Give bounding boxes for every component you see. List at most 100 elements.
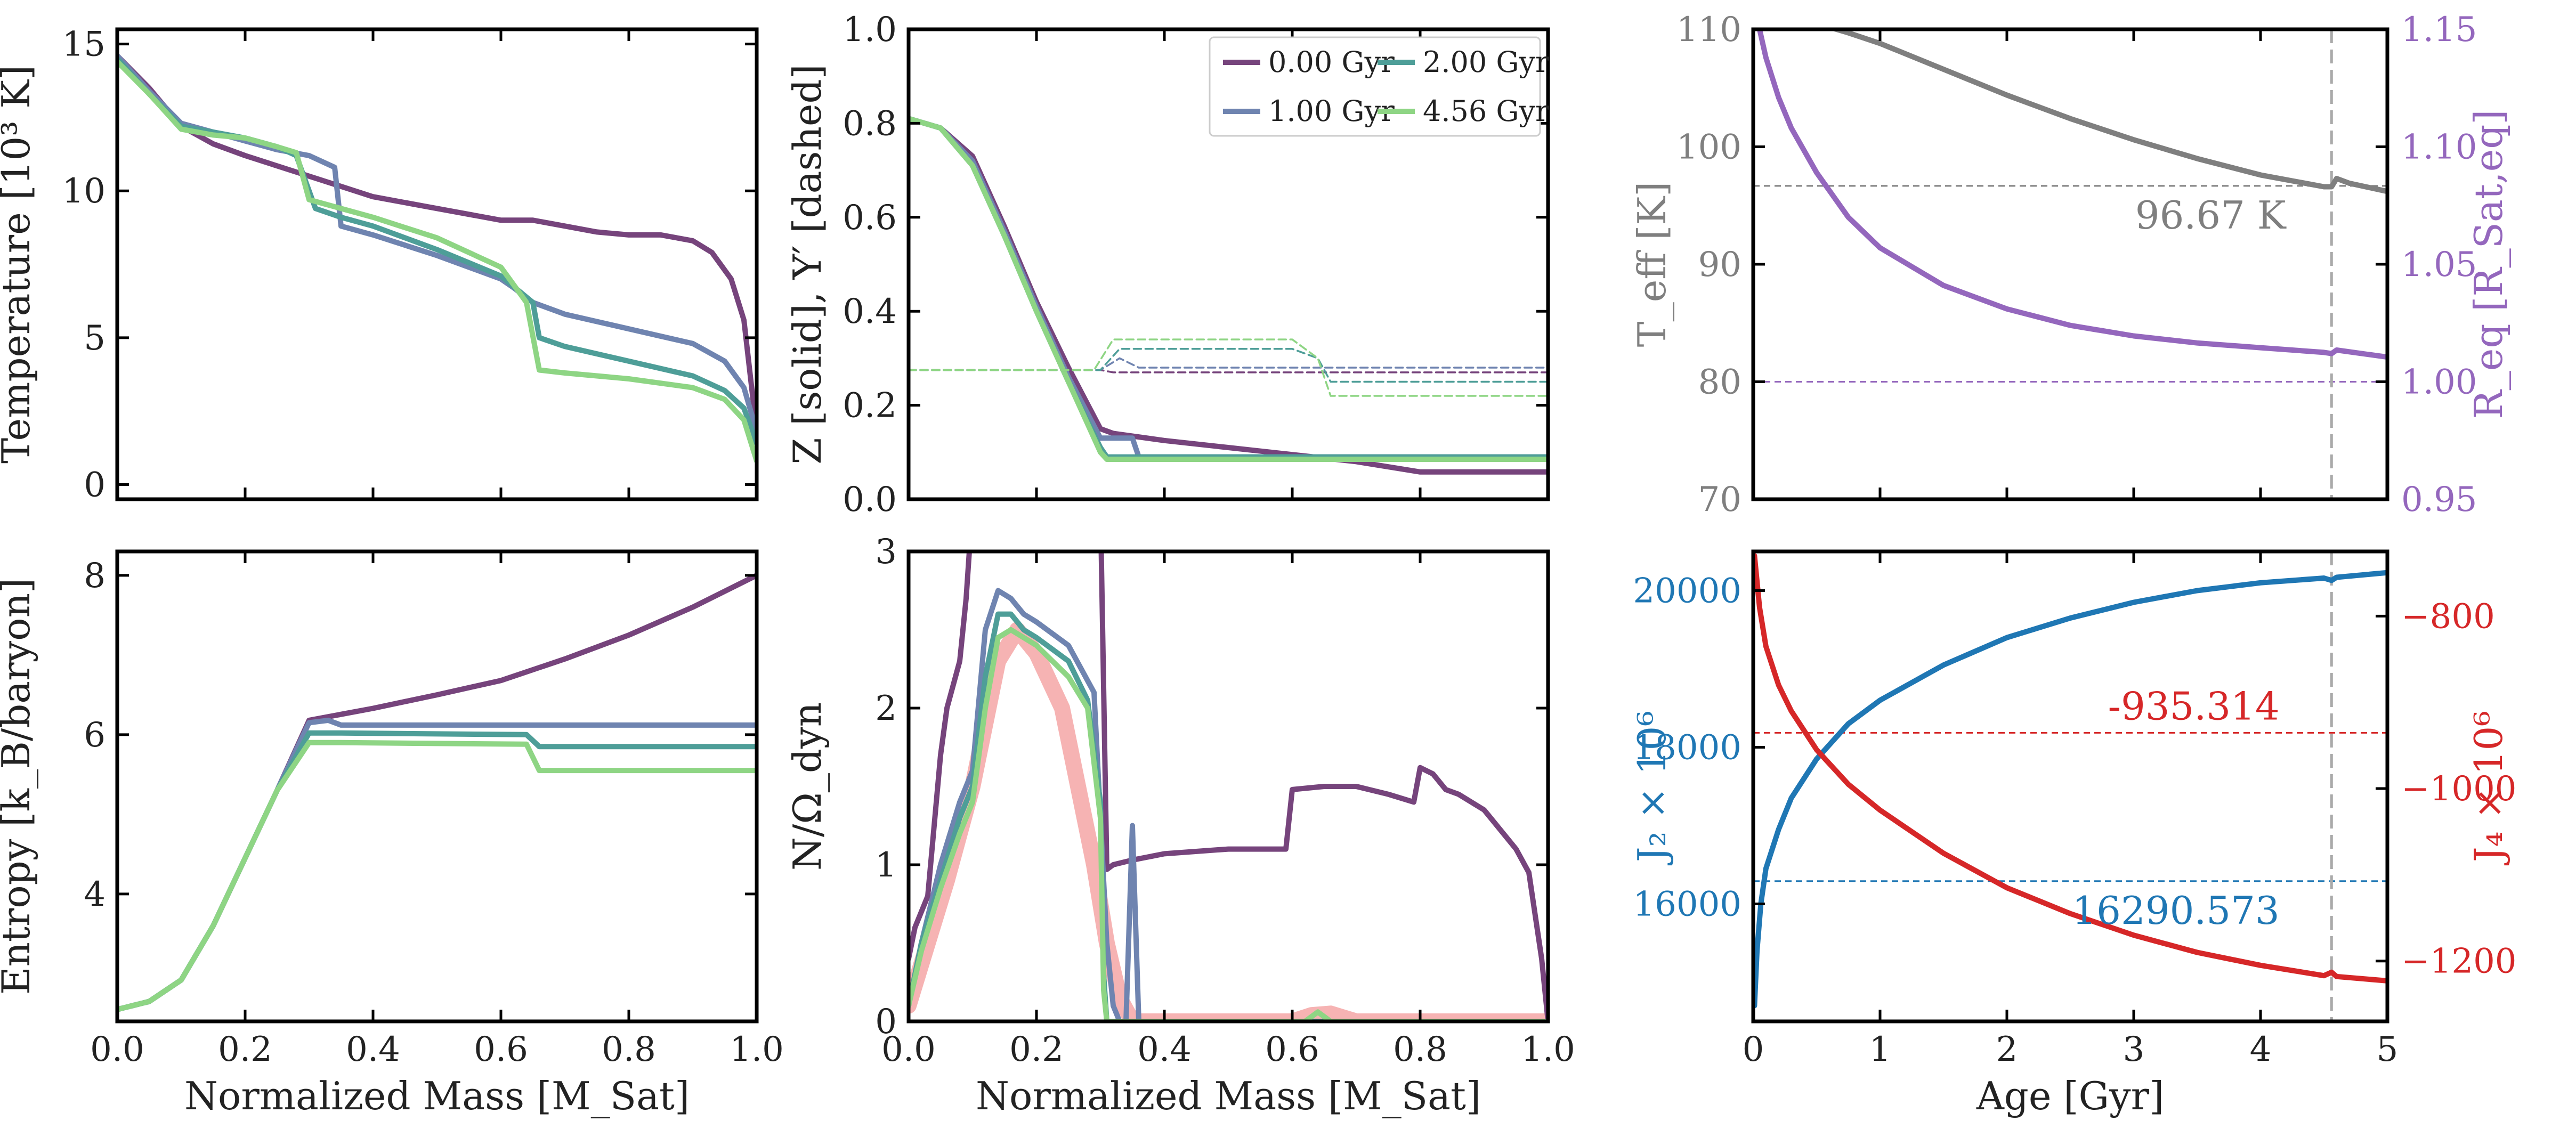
y-tick-label-right: 1.05	[2401, 245, 2477, 285]
y-tick-label: 90	[1698, 245, 1741, 285]
series-group	[117, 572, 757, 1012]
y-tick-label: 0	[875, 1002, 897, 1042]
x-tick-label: 0.4	[1137, 1030, 1192, 1069]
y-tick-label: 6	[84, 716, 106, 755]
series-group	[117, 53, 757, 464]
series-line-4-56-gyr	[117, 740, 757, 1012]
y-tick-label-right: 0.95	[2401, 480, 2477, 519]
y-tick-label-right: 1.00	[2401, 363, 2477, 402]
y-tick-label-right: 1.15	[2401, 10, 2477, 50]
x-tick-label: 0	[1743, 1030, 1764, 1069]
y-tick-label-right: −1000	[2401, 769, 2517, 809]
legend-label: 2.00 Gyr	[1423, 45, 1549, 79]
y-tick-label: 5	[84, 319, 106, 358]
series-line-2-00-gyr	[909, 116, 1548, 460]
x-tick-label: 0.6	[474, 1030, 528, 1069]
series-line-0-00-gyr	[117, 53, 757, 435]
axes-frame	[906, 27, 1550, 501]
series-line-4-56-gyr	[909, 627, 1548, 1021]
axes-frame	[115, 27, 759, 501]
series-line-t-eff	[1827, 29, 2387, 194]
series-line-1-00-gyr	[117, 53, 757, 435]
panel-gravity_moments: 0 1 2 3 4 5 16000 18000 20000 −800 −1000 −1200 Age […	[1630, 549, 2517, 1118]
y-tick-label: 8	[84, 556, 106, 596]
axes-frame	[1751, 27, 2389, 501]
series-line-y-1-00-gyr	[909, 357, 1548, 371]
x-tick-label: 0.8	[602, 1030, 656, 1069]
panel-teff_radius: 70 80 90 100 110 0.95 1.00 1.05 1.10 1.15 T_eff [K…	[1630, 10, 2511, 519]
series-line-shaded	[909, 622, 1548, 1021]
y-axis-label: J₂ × 10⁶	[1630, 711, 1674, 866]
x-axis-label: Age [Gyr]	[1976, 1074, 2164, 1118]
y-tick-label: 0	[84, 465, 106, 505]
y-tick-label-right: −1200	[2401, 942, 2517, 981]
panel-composition: 0.0 0.2 0.4 0.6 0.8 1.0 Z [solid], Y′ [dashed]…	[785, 10, 1550, 519]
series-group	[909, 116, 1548, 475]
x-tick-label: 0.2	[1009, 1030, 1064, 1069]
y-tick-label: 1.0	[843, 10, 897, 50]
series-line-2-00-gyr	[117, 730, 757, 1012]
y-axis-label: Temperature [10³ K]	[0, 65, 38, 464]
series-group	[909, 551, 1548, 1021]
series-line-4-56-gyr	[909, 116, 1548, 462]
series-group	[1753, 29, 2387, 499]
y-tick-label: 0.2	[843, 386, 897, 426]
legend-label: 4.56 Gyr	[1423, 94, 1549, 128]
x-tick-label: 0.0	[90, 1030, 144, 1069]
x-tick-label: 1	[1869, 1030, 1891, 1069]
y-tick-label: 3	[875, 532, 897, 572]
x-tick-label: 0.8	[1393, 1030, 1447, 1069]
series-line-1-00-gyr	[909, 116, 1548, 460]
y-tick-label: 0.8	[843, 104, 897, 143]
series-line-r-eq	[1756, 29, 2387, 360]
x-tick-label: 2	[1996, 1030, 2018, 1069]
legend-label: 1.00 Gyr	[1268, 94, 1395, 128]
series-line-0-00-gyr	[909, 551, 1548, 1021]
x-tick-label: 3	[2123, 1030, 2145, 1069]
series-line-0-00-gyr	[909, 116, 1548, 475]
series-line-1-00-gyr	[117, 717, 757, 1012]
y-axis-label: T_eff [K]	[1630, 182, 1674, 347]
x-axis-label: Normalized Mass [M_Sat]	[976, 1074, 1481, 1118]
y-tick-label: 2	[875, 689, 897, 728]
y-axis-label-right: J₄ × 10⁶	[2466, 711, 2511, 866]
y-tick-label: 4	[84, 875, 106, 914]
panel-brunt: 0.0 0.2 0.4 0.6 0.8 1.0 0 1 2 3 Normalized Mass [M…	[785, 532, 1575, 1118]
y-axis-label: N/Ω_dyn	[785, 702, 830, 871]
y-tick-label: 80	[1698, 363, 1741, 402]
y-tick-label: 15	[62, 25, 106, 64]
annotation-right-label: -935.314	[2108, 684, 2280, 728]
x-tick-label: 0.2	[218, 1030, 272, 1069]
annotation-label: 96.67 K	[2135, 193, 2287, 238]
y-tick-label: 18000	[1633, 728, 1741, 768]
series-line-0-00-gyr	[117, 572, 757, 1012]
y-tick-label: 0.6	[843, 198, 897, 238]
y-axis-label: Z [solid], Y′ [dashed]	[785, 64, 830, 464]
y-tick-label: 110	[1676, 10, 1741, 50]
y-tick-label: 0.4	[843, 292, 897, 331]
panel-entropy: 0.0 0.2 0.4 0.6 0.8 1.0 4 6 8 Normalized Mass [M_…	[0, 549, 784, 1118]
y-tick-label: 10	[62, 172, 106, 211]
y-axis-label-right: R_eq [R_Sat,eq]	[2466, 110, 2511, 419]
series-line-j2	[1753, 570, 2387, 1009]
x-axis-label: Normalized Mass [M_Sat]	[184, 1074, 690, 1118]
annotation-left-label: 16290.573	[2072, 888, 2279, 933]
x-tick-label: 4	[2250, 1030, 2272, 1069]
series-line-y-0-00-gyr	[909, 369, 1548, 373]
x-tick-label: 0.6	[1265, 1030, 1319, 1069]
series-line-4-56-gyr	[117, 59, 757, 464]
x-tick-label: 0.0	[881, 1030, 936, 1069]
series-line-y-2-00-gyr	[909, 348, 1548, 383]
y-tick-label: 0.0	[843, 480, 897, 519]
y-tick-label: 16000	[1633, 885, 1741, 924]
y-tick-label: 20000	[1633, 572, 1741, 611]
x-tick-label: 1.0	[730, 1030, 784, 1069]
series-line-j4	[1753, 553, 2387, 984]
series-line-2-00-gyr	[909, 611, 1548, 1021]
y-tick-label: 1	[875, 846, 897, 885]
legend-label: 0.00 Gyr	[1268, 45, 1395, 79]
series-line-1-00-gyr	[909, 588, 1548, 1021]
y-tick-label-right: −800	[2401, 597, 2495, 636]
x-tick-label: 0.4	[346, 1030, 400, 1069]
